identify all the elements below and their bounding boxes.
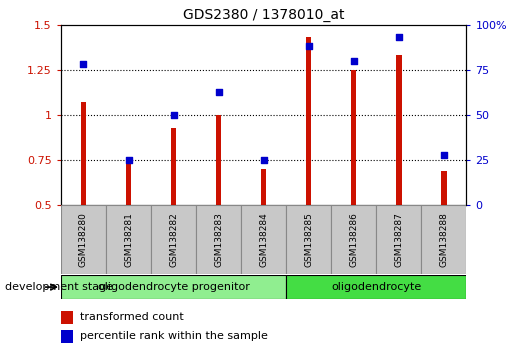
- Bar: [61, 311, 73, 324]
- Text: GSM138284: GSM138284: [259, 212, 268, 267]
- Point: [214, 89, 223, 95]
- Bar: [81, 102, 86, 205]
- Text: GSM138286: GSM138286: [349, 212, 358, 267]
- Text: oligodendrocyte: oligodendrocyte: [331, 282, 421, 292]
- Bar: [396, 56, 402, 205]
- Text: GSM138283: GSM138283: [214, 212, 223, 267]
- Bar: [376, 205, 421, 274]
- Bar: [61, 330, 73, 343]
- Text: oligodendrocyte progenitor: oligodendrocyte progenitor: [98, 282, 250, 292]
- Title: GDS2380 / 1378010_at: GDS2380 / 1378010_at: [183, 8, 344, 22]
- Bar: [61, 205, 106, 274]
- Point: [304, 44, 313, 49]
- Bar: [196, 205, 241, 274]
- Bar: [216, 115, 222, 205]
- Text: GSM138280: GSM138280: [79, 212, 88, 267]
- Bar: [286, 205, 331, 274]
- Bar: [421, 205, 466, 274]
- Point: [169, 112, 178, 118]
- Bar: [171, 128, 176, 205]
- Point: [124, 157, 132, 163]
- Text: GSM138282: GSM138282: [169, 212, 178, 267]
- Bar: [61, 275, 286, 299]
- Bar: [441, 171, 447, 205]
- Text: percentile rank within the sample: percentile rank within the sample: [81, 331, 268, 341]
- Point: [394, 35, 403, 40]
- Point: [440, 152, 448, 158]
- Bar: [151, 205, 196, 274]
- Text: development stage: development stage: [5, 282, 113, 292]
- Text: GSM138288: GSM138288: [439, 212, 448, 267]
- Bar: [126, 160, 131, 205]
- Bar: [241, 205, 286, 274]
- Point: [80, 62, 88, 67]
- Bar: [351, 70, 357, 205]
- Bar: [306, 38, 312, 205]
- Text: GSM138285: GSM138285: [304, 212, 313, 267]
- Text: GSM138287: GSM138287: [394, 212, 403, 267]
- Text: transformed count: transformed count: [81, 312, 184, 322]
- Bar: [331, 205, 376, 274]
- Bar: [261, 169, 267, 205]
- Text: GSM138281: GSM138281: [124, 212, 133, 267]
- Point: [350, 58, 358, 64]
- Bar: [106, 205, 151, 274]
- Point: [259, 157, 268, 163]
- Bar: [286, 275, 466, 299]
